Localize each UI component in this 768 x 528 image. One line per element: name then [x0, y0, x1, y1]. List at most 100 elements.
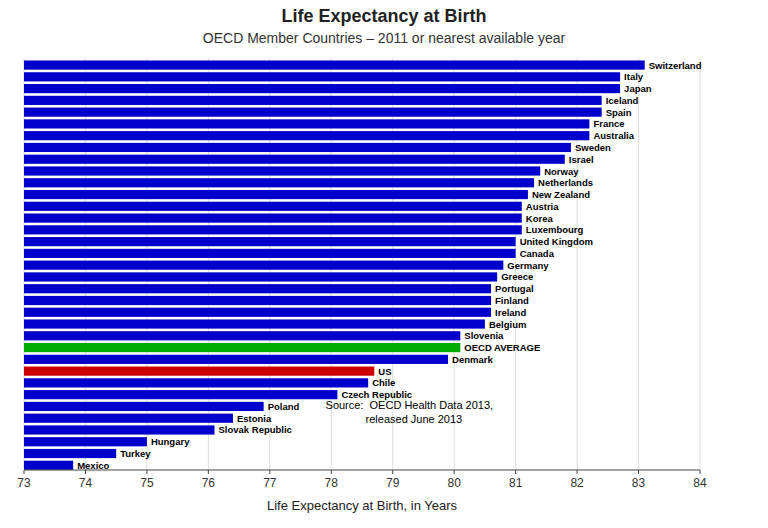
bar	[24, 355, 448, 364]
category-label: Mexico	[77, 460, 109, 471]
category-label: Austria	[526, 201, 559, 212]
bar	[24, 202, 522, 211]
tick-label: 75	[140, 476, 154, 490]
tick-label: 74	[79, 476, 93, 490]
bar	[24, 225, 522, 234]
category-label: New Zealand	[532, 189, 590, 200]
category-label: Portugal	[495, 283, 534, 294]
bar	[24, 155, 565, 164]
category-label: Chile	[372, 377, 395, 388]
axis-line	[24, 470, 700, 471]
tick-mark	[392, 470, 393, 474]
bar	[24, 378, 368, 387]
tick-mark	[146, 470, 147, 474]
grid-line	[638, 58, 639, 470]
category-label: Italy	[624, 71, 644, 82]
category-label: Poland	[268, 401, 300, 412]
subtitle: OECD Member Countries – 2011 or nearest …	[203, 30, 566, 46]
category-label: Denmark	[452, 354, 493, 365]
tick-mark	[331, 470, 332, 474]
bar-labels: SwitzerlandItalyJapanIcelandSpainFranceA…	[77, 60, 702, 471]
category-label: Korea	[526, 213, 554, 224]
tick-mark	[577, 470, 578, 474]
bar	[24, 237, 516, 246]
bar	[24, 437, 147, 446]
tick-mark	[208, 470, 209, 474]
bar	[24, 108, 602, 117]
x-axis-label: Life Expectancy at Birth, in Years	[267, 498, 458, 513]
grid-line	[700, 58, 701, 470]
bar	[24, 84, 620, 93]
bar	[24, 461, 73, 470]
category-label: Hungary	[151, 436, 190, 447]
category-label: Iceland	[606, 95, 639, 106]
category-label: Finland	[495, 295, 529, 306]
tick-mark	[85, 470, 86, 474]
category-label: OECD AVERAGE	[464, 342, 540, 353]
bar	[24, 190, 528, 199]
annotation: Source: OECD Health Data 2013,	[326, 399, 494, 411]
category-label: Sweden	[575, 142, 611, 153]
tick-mark	[515, 470, 516, 474]
bar	[24, 390, 337, 399]
bars	[24, 60, 645, 469]
bar	[24, 319, 485, 328]
tick-label: 73	[17, 476, 31, 490]
tick-mark	[638, 470, 639, 474]
bar	[24, 119, 589, 128]
tick-label: 78	[325, 476, 339, 490]
category-label: Israel	[569, 154, 594, 165]
bar	[24, 402, 264, 411]
tick-label: 77	[263, 476, 277, 490]
tick-label: 84	[693, 476, 707, 490]
tick-label: 80	[448, 476, 462, 490]
tick-mark	[454, 470, 455, 474]
chart: Life Expectancy at BirthOECD Member Coun…	[0, 0, 768, 528]
category-label: Spain	[606, 107, 632, 118]
bar	[24, 331, 460, 340]
category-label: Switzerland	[649, 60, 702, 71]
category-label: Belgium	[489, 319, 526, 330]
tick-mark	[24, 470, 25, 474]
x-axis: 737475767778798081828384	[17, 470, 707, 490]
bar	[24, 343, 460, 352]
category-label: Norway	[544, 166, 579, 177]
category-label: Australia	[593, 130, 634, 141]
category-label: US	[378, 366, 391, 377]
category-label: Canada	[520, 248, 555, 259]
bar	[24, 308, 491, 317]
bar	[24, 72, 620, 81]
tick-mark	[269, 470, 270, 474]
bar	[24, 96, 602, 105]
category-label: Ireland	[495, 307, 526, 318]
grid	[24, 58, 700, 470]
bar	[24, 214, 522, 223]
bar	[24, 178, 534, 187]
bar	[24, 367, 374, 376]
bar	[24, 449, 116, 458]
category-label: Slovenia	[464, 330, 504, 341]
bar	[24, 425, 215, 434]
annotation: released June 2013	[356, 413, 462, 425]
category-label: Turkey	[120, 448, 151, 459]
category-label: Slovak Republic	[219, 424, 292, 435]
tick-label: 79	[386, 476, 400, 490]
category-label: Japan	[624, 83, 652, 94]
category-label: France	[593, 118, 624, 129]
bar	[24, 272, 497, 281]
bar	[24, 166, 540, 175]
bar	[24, 143, 571, 152]
category-label: Greece	[501, 271, 533, 282]
bar	[24, 284, 491, 293]
bar	[24, 261, 503, 270]
tick-label: 83	[632, 476, 646, 490]
bar	[24, 249, 516, 258]
bar	[24, 60, 645, 69]
category-label: United Kingdom	[520, 236, 593, 247]
bar	[24, 131, 589, 140]
tick-label: 76	[202, 476, 216, 490]
category-label: Estonia	[237, 413, 272, 424]
category-label: Netherlands	[538, 177, 593, 188]
tick-label: 82	[570, 476, 584, 490]
category-label: Luxembourg	[526, 224, 584, 235]
